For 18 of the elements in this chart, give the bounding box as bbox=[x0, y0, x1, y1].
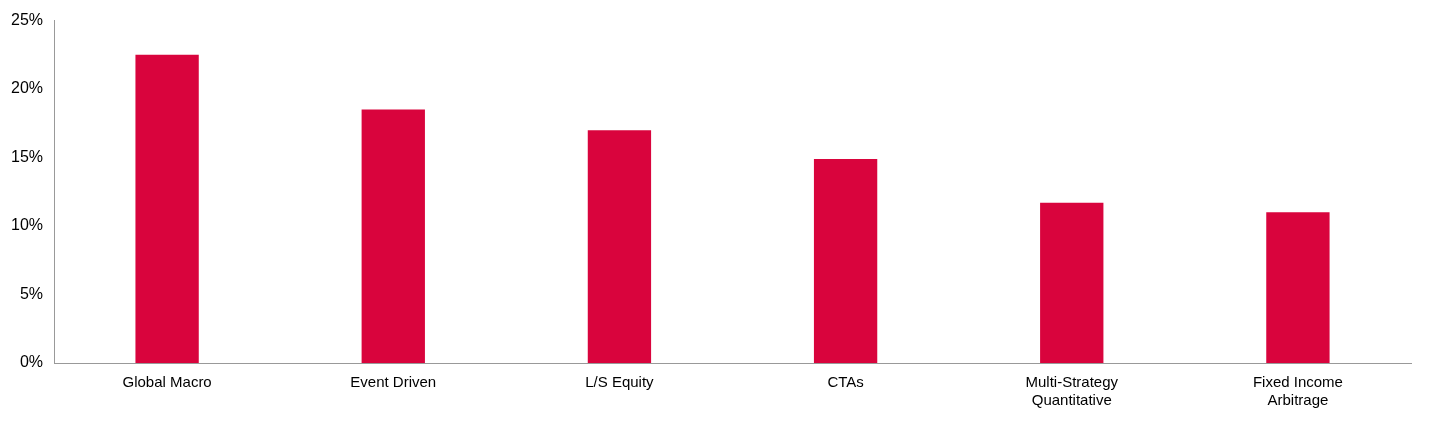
x-tick-label: L/S Equity bbox=[585, 373, 655, 391]
y-tick-label: 0% bbox=[19, 353, 44, 371]
bar bbox=[135, 54, 199, 363]
bar bbox=[1040, 202, 1104, 363]
bar bbox=[587, 130, 652, 363]
y-tick-label: 20% bbox=[10, 79, 44, 97]
x-tick-label: Event Driven bbox=[350, 373, 437, 391]
y-tick-label: 10% bbox=[10, 216, 44, 234]
x-tick-label: Fixed Income Arbitrage bbox=[1252, 373, 1343, 409]
x-tick-label: CTAs bbox=[827, 373, 864, 391]
bar bbox=[813, 158, 878, 363]
x-tick-label: Multi-Strategy Quantitative bbox=[1025, 373, 1119, 409]
x-tick-label: Global Macro bbox=[122, 373, 212, 391]
y-tick-label: 15% bbox=[10, 147, 44, 165]
bar bbox=[361, 109, 425, 363]
y-tick-label: 25% bbox=[10, 11, 44, 29]
bar bbox=[1266, 212, 1330, 363]
y-tick-label: 5% bbox=[19, 284, 44, 302]
